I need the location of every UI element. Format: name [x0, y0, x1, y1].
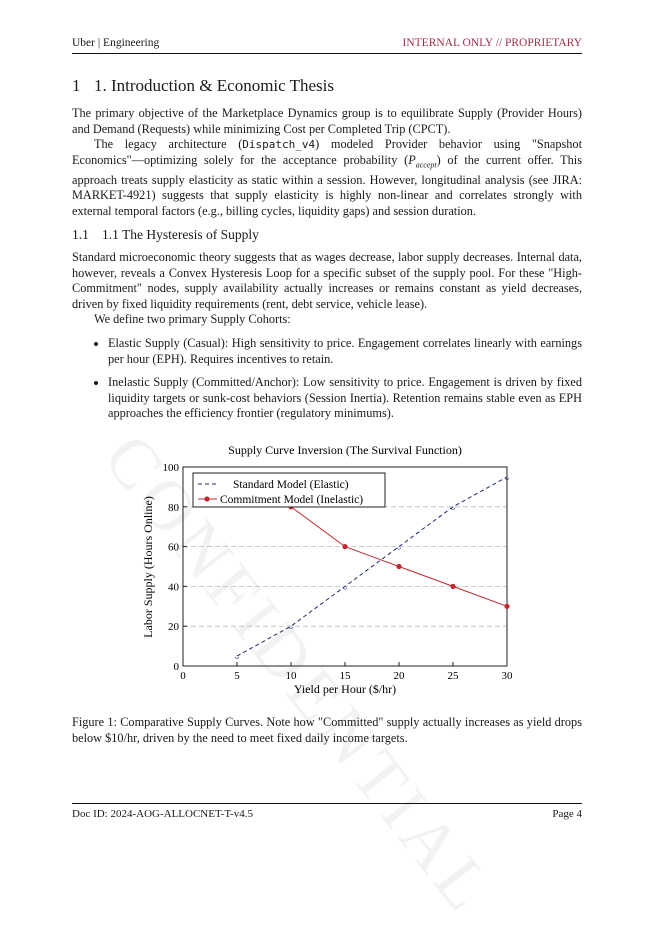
legend-box	[192, 472, 386, 508]
legend-label: Standard Model (Elastic)	[233, 479, 349, 491]
y-tick-label: 40	[168, 581, 180, 593]
page-number: Page 4	[552, 808, 582, 820]
subsection-title: 1.1 The Hysteresis of Supply	[102, 227, 259, 242]
data-point: ᴗ	[235, 652, 239, 661]
x-tick-label: 5	[234, 670, 240, 682]
y-tick-label: 60	[168, 542, 180, 554]
supply-chart: Supply Curve Inversion (The Survival Fun…	[141, 443, 514, 696]
y-tick-label: 80	[168, 502, 180, 514]
paragraph: The primary objective of the Marketplace…	[72, 106, 582, 136]
x-tick-label: 25	[448, 670, 460, 682]
header-classification: INTERNAL ONLY // PROPRIETARY	[402, 37, 582, 49]
x-tick-label: 10	[286, 670, 298, 682]
subsection-number: 1.1	[72, 227, 89, 242]
cohort-list: Elastic Supply (Casual): High sensitivit…	[72, 336, 582, 422]
legend-marker	[204, 496, 210, 502]
page-header: Uber | Engineering INTERNAL ONLY // PROP…	[72, 36, 582, 54]
x-axis-label: Yield per Hour ($/hr)	[294, 682, 396, 696]
data-point	[504, 603, 510, 609]
y-axis-label: Labor Supply (Hours Online)	[141, 496, 155, 638]
section-heading: 1 1. Introduction & Economic Thesis	[72, 76, 334, 96]
paragraph: We define two primary Supply Cohorts:	[94, 312, 291, 327]
chart-title: Supply Curve Inversion (The Survival Fun…	[228, 443, 462, 457]
page-footer: Doc ID: 2024-AOG-ALLOCNET-T-v4.5 Page 4	[72, 803, 582, 820]
data-point	[396, 563, 402, 570]
legend-label: Commitment Model (Inelastic)	[220, 494, 363, 506]
x-tick-label: 15	[340, 670, 352, 682]
list-item: Elastic Supply (Casual): High sensitivit…	[108, 336, 582, 367]
data-point	[450, 583, 456, 589]
x-tick-label: 30	[502, 670, 514, 682]
hysteresis-text: Standard microeconomic theory suggests t…	[72, 250, 582, 430]
data-point: ᴗ	[343, 582, 347, 591]
series-line	[290, 506, 508, 607]
x-tick-label: 0	[180, 670, 186, 682]
paragraph: The legacy architecture (Dispatch_v4) mo…	[72, 137, 582, 219]
subsection-heading: 1.1 1.1 The Hysteresis of Supply	[72, 227, 259, 243]
figure-caption: Figure 1: Comparative Supply Curves. Not…	[72, 715, 582, 745]
header-left: Uber | Engineering	[72, 37, 160, 49]
intro-text: The primary objective of the Marketplace…	[72, 106, 582, 220]
data-point: ᴗ	[505, 473, 509, 482]
data-point: ᴗ	[397, 543, 401, 552]
code-ref: Dispatch_v4	[242, 138, 316, 152]
list-item: Inelastic Supply (Committed/Anchor): Low…	[108, 375, 582, 422]
data-point: ᴗ	[451, 503, 455, 512]
y-tick-label: 100	[163, 462, 180, 474]
y-tick-label: 0	[174, 661, 180, 673]
y-tick-label: 20	[168, 621, 180, 633]
data-point	[342, 544, 348, 550]
x-tick-label: 20	[394, 670, 406, 682]
section-number: 1	[72, 76, 81, 95]
paragraph: Standard microeconomic theory suggests t…	[72, 250, 582, 311]
section-title: 1. Introduction & Economic Thesis	[94, 76, 335, 95]
data-point: ᴗ	[289, 622, 293, 631]
plot-frame	[182, 466, 508, 667]
doc-id: Doc ID: 2024-AOG-ALLOCNET-T-v4.5	[72, 808, 253, 820]
series-line	[236, 476, 508, 657]
